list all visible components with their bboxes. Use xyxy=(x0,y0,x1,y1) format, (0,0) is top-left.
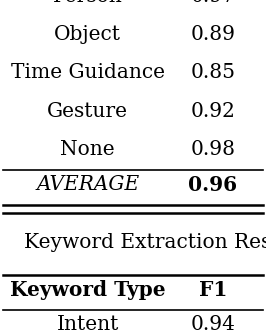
Text: Keyword Type: Keyword Type xyxy=(10,280,166,300)
Text: 0.89: 0.89 xyxy=(190,25,235,44)
Text: 0.85: 0.85 xyxy=(190,63,235,82)
Text: Time Guidance: Time Guidance xyxy=(11,63,165,82)
Text: Object: Object xyxy=(54,25,121,44)
Text: 0.98: 0.98 xyxy=(190,140,235,159)
Text: 0.94: 0.94 xyxy=(190,315,235,334)
Text: 0.96: 0.96 xyxy=(188,175,237,195)
Text: 0.92: 0.92 xyxy=(190,102,235,121)
Text: F1: F1 xyxy=(199,280,227,300)
Text: Gesture: Gesture xyxy=(47,102,128,121)
Text: Person: Person xyxy=(53,0,123,6)
Text: AVERAGE: AVERAGE xyxy=(36,175,139,194)
Text: None: None xyxy=(60,140,115,159)
Text: Keyword Extraction Resu: Keyword Extraction Resu xyxy=(24,233,266,252)
Text: Intent: Intent xyxy=(57,315,119,334)
Text: 0.97: 0.97 xyxy=(190,0,235,6)
